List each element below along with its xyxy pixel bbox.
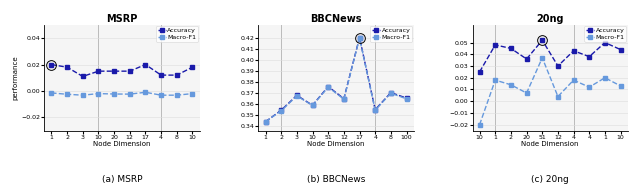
X-axis label: Node Dimension: Node Dimension [521, 141, 579, 147]
Text: (b) BBCNews: (b) BBCNews [307, 175, 365, 184]
Y-axis label: performance: performance [13, 55, 18, 100]
Title: 20ng: 20ng [536, 14, 564, 24]
Legend: Accuracy, Macro-F1: Accuracy, Macro-F1 [156, 26, 198, 42]
X-axis label: Node Dimension: Node Dimension [307, 141, 365, 147]
Title: MSRP: MSRP [107, 14, 138, 24]
Legend: Accuracy, Macro-F1: Accuracy, Macro-F1 [585, 26, 626, 42]
Text: (a) MSRP: (a) MSRP [101, 175, 142, 184]
Legend: Accuracy, Macro-F1: Accuracy, Macro-F1 [370, 26, 412, 42]
Text: (c) 20ng: (c) 20ng [531, 175, 569, 184]
X-axis label: Node Dimension: Node Dimension [93, 141, 151, 147]
Title: BBCNews: BBCNews [310, 14, 362, 24]
